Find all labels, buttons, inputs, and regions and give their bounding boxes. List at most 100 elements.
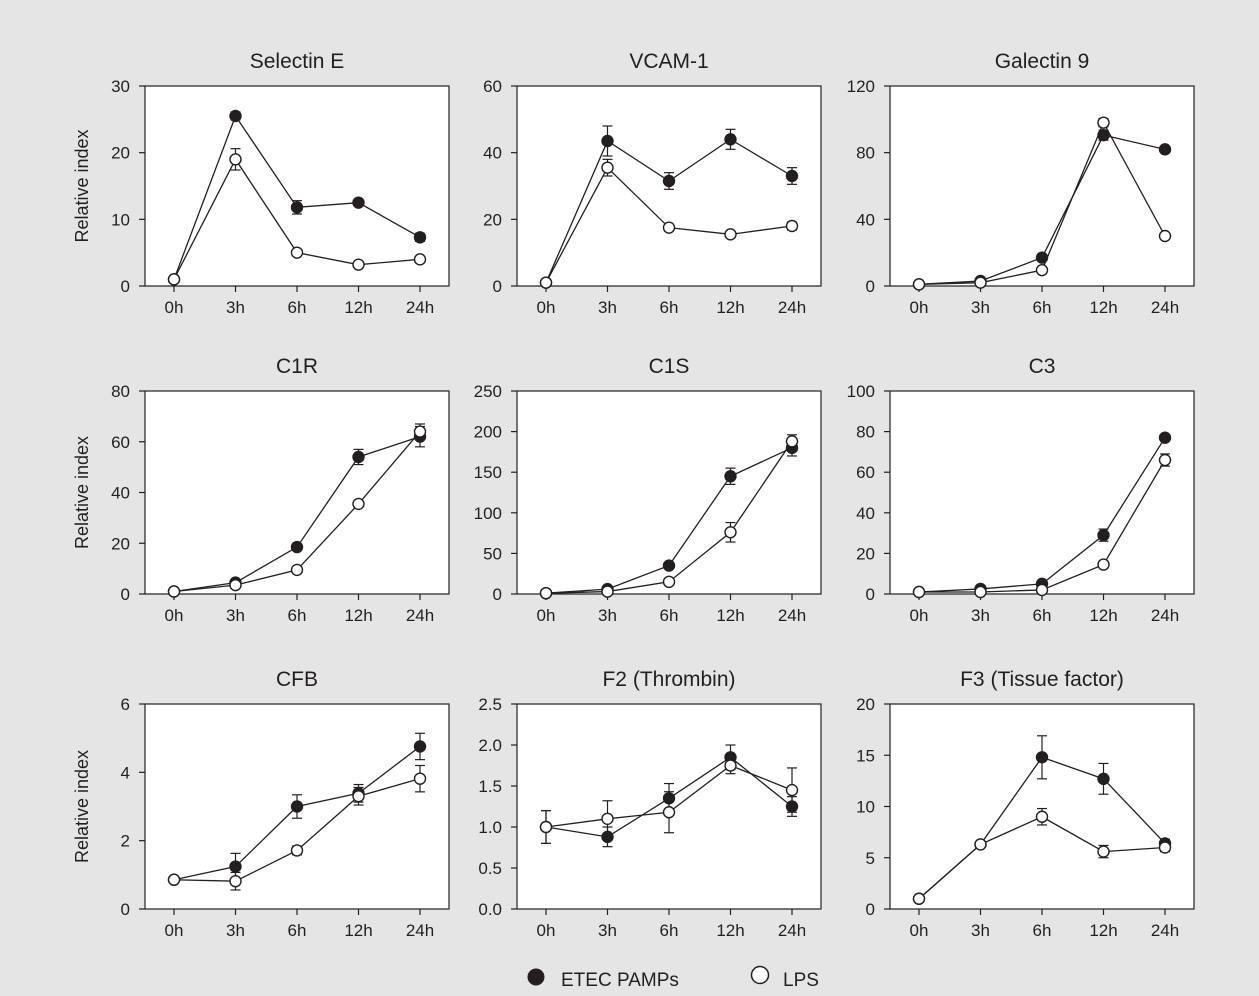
- chart-panel-8: F2 (Thrombin) 0.0 0.5 1.0 1.5 2.0 2.5 0h 3h 6h 12h…: [478, 668, 822, 940]
- lps-point: [912, 278, 926, 291]
- lps-point: [662, 575, 676, 589]
- x-tick-label: 24h: [406, 921, 434, 940]
- plot-area: [144, 390, 450, 595]
- panel-title: C3: [1029, 355, 1056, 378]
- x-tick-label: 12h: [716, 606, 744, 625]
- etec-pamps-point: [1097, 772, 1110, 786]
- y-tick-label: 20: [483, 210, 502, 229]
- lps-point: [974, 838, 987, 851]
- etec-pamps-point: [662, 559, 676, 572]
- lps-point: [413, 253, 427, 266]
- y-tick-label: 50: [483, 544, 502, 563]
- x-tick-label: 12h: [344, 921, 372, 940]
- x-tick-label: 6h: [288, 298, 307, 317]
- y-tick-label: 120: [847, 77, 875, 96]
- y-tick-label: 0: [493, 277, 502, 296]
- chart-panel-9: F3 (Tissue factor) 0 5 10 15 20 0h 3h 6h 12h 24h: [856, 668, 1195, 940]
- etec-pamps-point: [785, 169, 799, 183]
- chart-panel-4: C1R 0 20 40 60 80 0h 3h 6h 12h 24h Relative index: [72, 355, 450, 625]
- y-tick-label: 6: [121, 695, 130, 714]
- y-tick-label: 1.0: [478, 818, 502, 837]
- lps-point: [785, 219, 799, 233]
- etec-pamps-point: [229, 860, 242, 873]
- y-tick-label: 60: [856, 463, 875, 482]
- x-tick-label: 24h: [1151, 298, 1179, 317]
- x-tick-label: 12h: [716, 298, 744, 317]
- x-tick-label: 6h: [1033, 298, 1052, 317]
- lps-point: [290, 563, 304, 577]
- x-tick-label: 0h: [910, 921, 929, 940]
- y-tick-label: 0: [493, 585, 502, 604]
- chart-panel-7: CFB 0 2 4 6 0h 3h 6h 12h 24h Relative index: [72, 668, 450, 940]
- y-tick-label: 1.5: [478, 777, 502, 796]
- etec-pamps-point: [1035, 751, 1049, 764]
- lps-point: [662, 221, 676, 234]
- y-tick-label: 2: [121, 832, 130, 851]
- x-tick-label: 6h: [1033, 606, 1052, 625]
- lps-point: [785, 435, 799, 448]
- etec-pamps-point: [229, 109, 242, 123]
- x-tick-label: 0h: [165, 298, 184, 317]
- x-tick-label: 0h: [537, 921, 556, 940]
- lps-point: [1158, 841, 1172, 854]
- etec-pamps-point: [601, 134, 614, 148]
- lps-point: [601, 585, 614, 598]
- chart-panel-1: Selectin E 0 10 20 30 0h 3h 6h 12h 24h Relative in…: [72, 50, 450, 317]
- x-tick-label: 3h: [598, 921, 617, 940]
- y-tick-label: 20: [111, 534, 130, 553]
- y-tick-label: 250: [474, 382, 502, 401]
- y-tick-label: 30: [111, 77, 130, 96]
- x-tick-label: 0h: [165, 921, 184, 940]
- lps-point: [539, 820, 553, 834]
- y-tick-label: 40: [111, 484, 130, 503]
- etec-pamps-point: [1097, 528, 1110, 542]
- x-tick-label: 12h: [344, 606, 372, 625]
- chart-panel-2: VCAM-1 0 20 40 60 0h 3h 6h 12h 24h: [483, 50, 822, 317]
- etec-pamps-point: [352, 450, 365, 464]
- lps-point: [1035, 263, 1049, 277]
- etec-pamps-point: [724, 470, 737, 483]
- x-tick-label: 6h: [660, 921, 679, 940]
- lps-point: [1035, 583, 1049, 597]
- etec-pamps-point: [290, 540, 304, 554]
- lps-point: [974, 276, 987, 289]
- y-tick-label: 80: [856, 423, 875, 442]
- panel-title: Selectin E: [250, 50, 345, 73]
- x-tick-label: 3h: [971, 606, 990, 625]
- x-tick-label: 12h: [1089, 298, 1117, 317]
- x-tick-label: 3h: [971, 298, 990, 317]
- y-tick-label: 0.0: [478, 900, 502, 919]
- etec-pamps-point: [352, 196, 365, 209]
- x-tick-label: 24h: [778, 606, 806, 625]
- y-tick-label: 20: [856, 695, 875, 714]
- y-tick-label: 60: [111, 433, 130, 452]
- lps-point: [662, 806, 676, 819]
- plot-area: [889, 703, 1195, 910]
- lps-point: [601, 812, 614, 825]
- panel-title: F2 (Thrombin): [602, 668, 735, 691]
- etec-pamps-point: [662, 174, 676, 188]
- lps-point: [724, 526, 737, 539]
- y-tick-label: 4: [121, 763, 130, 782]
- y-tick-label: 200: [474, 423, 502, 442]
- y-tick-label: 0: [866, 277, 875, 296]
- lps-point: [724, 759, 737, 772]
- panel-title: Galectin 9: [995, 50, 1090, 73]
- y-tick-label: 80: [111, 382, 130, 401]
- etec-pamps-point: [1158, 143, 1172, 156]
- lps-point: [1097, 845, 1110, 858]
- lps-point: [352, 790, 365, 803]
- x-tick-label: 0h: [537, 606, 556, 625]
- x-tick-label: 24h: [778, 921, 806, 940]
- y-axis-label: Relative index: [72, 129, 92, 242]
- x-tick-label: 12h: [1089, 921, 1117, 940]
- lps-point: [1158, 229, 1172, 243]
- lps-point: [785, 783, 799, 797]
- y-tick-label: 60: [483, 77, 502, 96]
- x-tick-label: 12h: [344, 298, 372, 317]
- y-tick-label: 80: [856, 144, 875, 163]
- y-tick-label: 2.5: [478, 695, 502, 714]
- etec-pamps-point: [1158, 431, 1172, 444]
- x-tick-label: 3h: [971, 921, 990, 940]
